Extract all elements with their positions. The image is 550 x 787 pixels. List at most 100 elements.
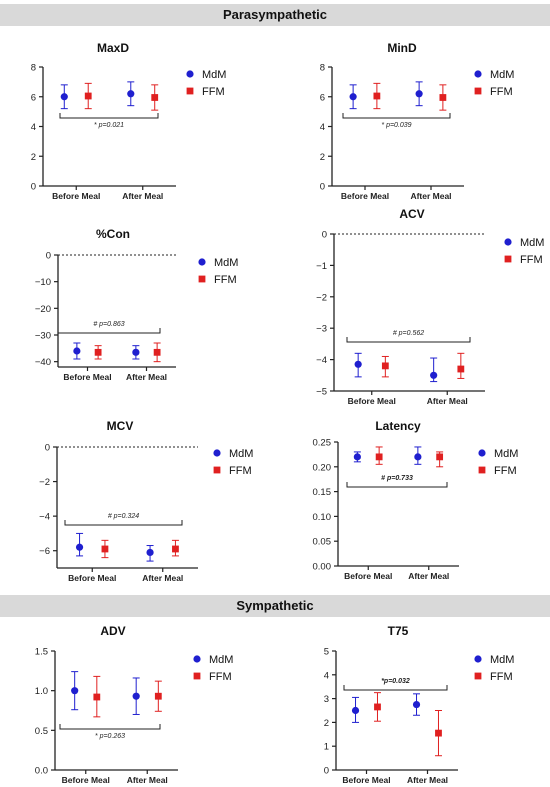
y-tick-label: 0 bbox=[46, 251, 51, 262]
x-tick-label: Before Meal bbox=[341, 191, 389, 201]
y-tick-label: 8 bbox=[320, 63, 325, 74]
legend-label: MdM bbox=[202, 69, 226, 81]
data-point-ffm bbox=[457, 365, 465, 373]
significance-bracket bbox=[342, 113, 451, 119]
chart-title: MinD bbox=[387, 41, 417, 55]
legend-label: FFM bbox=[490, 671, 513, 683]
data-point-ffm bbox=[172, 545, 179, 553]
data-point-mdm bbox=[146, 548, 154, 557]
chart-title: MCV bbox=[107, 419, 134, 433]
legend-marker-mdm bbox=[186, 70, 194, 78]
x-tick-label: After Meal bbox=[127, 775, 168, 785]
data-point-ffm bbox=[373, 92, 381, 100]
significance-annotation: * p=0.021 bbox=[94, 122, 124, 129]
significance-annotation: # p=0.562 bbox=[393, 330, 424, 337]
x-tick-label: After Meal bbox=[142, 573, 183, 583]
significance-bracket bbox=[346, 337, 471, 343]
y-tick-label: 0.25 bbox=[313, 438, 332, 449]
data-point-ffm bbox=[374, 703, 381, 711]
data-point-mdm bbox=[349, 93, 357, 101]
x-tick-label: After Meal bbox=[410, 191, 451, 201]
data-point-ffm bbox=[153, 348, 161, 356]
legend-marker-mdm bbox=[213, 449, 221, 457]
x-tick-label: After Meal bbox=[407, 775, 448, 785]
y-tick-label: 0.5 bbox=[35, 726, 48, 737]
data-point-mdm bbox=[353, 453, 361, 461]
y-tick-label: 0.0 bbox=[35, 766, 48, 777]
y-tick-label: 3 bbox=[324, 694, 329, 705]
chart-title: ACV bbox=[399, 207, 424, 221]
y-tick-label: 1.5 bbox=[35, 647, 48, 658]
chart-title: ADV bbox=[100, 624, 125, 638]
chart-title: %Con bbox=[96, 227, 130, 241]
legend-label: MdM bbox=[214, 257, 238, 269]
y-tick-label: −1 bbox=[316, 261, 327, 272]
data-point-mdm bbox=[351, 706, 360, 715]
legend-marker-ffm bbox=[186, 87, 194, 95]
legend-marker-mdm bbox=[474, 655, 482, 663]
data-point-ffm bbox=[93, 693, 101, 701]
data-point-ffm bbox=[101, 545, 109, 553]
legend-label: MdM bbox=[229, 448, 253, 460]
significance-bracket bbox=[343, 685, 448, 691]
legend-label: FFM bbox=[214, 274, 237, 286]
data-point-ffm bbox=[381, 362, 389, 370]
y-tick-label: 0.15 bbox=[313, 487, 332, 498]
data-point-ffm bbox=[435, 729, 442, 737]
legend-label: MdM bbox=[490, 654, 514, 666]
data-point-ffm bbox=[375, 453, 383, 461]
legend-marker-ffm bbox=[198, 275, 206, 283]
significance-bracket bbox=[346, 482, 448, 488]
chart-title: Latency bbox=[375, 419, 421, 433]
significance-bracket bbox=[64, 520, 183, 526]
data-point-mdm bbox=[75, 543, 84, 551]
y-tick-label: −6 bbox=[39, 546, 50, 557]
x-tick-label: Before Meal bbox=[68, 573, 116, 583]
y-tick-label: 2 bbox=[320, 152, 325, 163]
y-tick-label: 4 bbox=[324, 670, 329, 681]
legend-marker-ffm bbox=[504, 255, 512, 263]
legend-marker-ffm bbox=[474, 672, 482, 680]
legend-marker-ffm bbox=[478, 466, 486, 474]
y-tick-label: −40 bbox=[35, 357, 51, 368]
y-tick-label: −30 bbox=[35, 331, 51, 342]
x-tick-label: After Meal bbox=[126, 372, 167, 382]
data-point-mdm bbox=[414, 453, 422, 461]
x-tick-label: After Meal bbox=[427, 396, 468, 406]
data-point-ffm bbox=[84, 92, 92, 100]
y-tick-label: 0 bbox=[324, 766, 329, 777]
significance-annotation: *p=0.032 bbox=[381, 678, 410, 685]
x-tick-label: After Meal bbox=[122, 191, 163, 201]
legend-label: FFM bbox=[202, 86, 225, 98]
y-tick-label: 6 bbox=[31, 92, 36, 103]
y-tick-label: −20 bbox=[35, 304, 51, 315]
x-tick-label: Before Meal bbox=[344, 571, 392, 581]
legend-label: FFM bbox=[494, 465, 517, 477]
legend-marker-ffm bbox=[193, 672, 201, 680]
section-banner-parasympathetic: Parasympathetic bbox=[0, 4, 550, 26]
chart-title: T75 bbox=[388, 624, 409, 638]
data-point-mdm bbox=[132, 692, 140, 700]
x-tick-label: Before Meal bbox=[348, 396, 396, 406]
y-tick-label: 0 bbox=[320, 182, 325, 193]
legend-label: FFM bbox=[490, 86, 513, 98]
data-point-mdm bbox=[127, 90, 135, 98]
significance-annotation: # p=0.733 bbox=[381, 475, 413, 482]
data-point-mdm bbox=[71, 687, 79, 695]
data-point-mdm bbox=[430, 371, 438, 379]
legend-label: MdM bbox=[494, 448, 518, 460]
legend-marker-mdm bbox=[474, 70, 482, 78]
x-tick-label: Before Meal bbox=[63, 372, 111, 382]
data-point-mdm bbox=[354, 360, 362, 368]
y-tick-label: 2 bbox=[324, 718, 329, 729]
significance-bracket bbox=[59, 113, 159, 119]
y-tick-label: 1.0 bbox=[35, 686, 48, 697]
data-point-mdm bbox=[412, 700, 421, 709]
data-point-ffm bbox=[439, 94, 447, 101]
legend-label: FFM bbox=[209, 671, 232, 683]
y-tick-label: 0 bbox=[45, 443, 50, 454]
y-tick-label: −3 bbox=[316, 324, 327, 335]
legend-marker-ffm bbox=[213, 466, 221, 474]
x-tick-label: Before Meal bbox=[62, 775, 110, 785]
significance-annotation: * p=0.263 bbox=[95, 733, 125, 740]
